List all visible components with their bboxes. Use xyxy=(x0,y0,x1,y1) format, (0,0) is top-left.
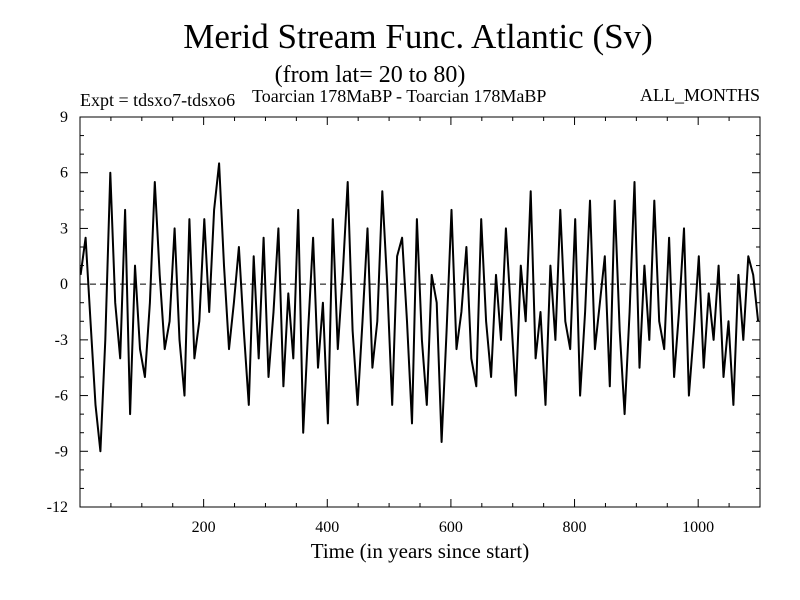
y-tick-label: -9 xyxy=(55,443,68,460)
chart-subtitle: (from lat= 20 to 80) xyxy=(275,62,466,88)
x-tick-label: 400 xyxy=(315,519,339,536)
x-tick-label: 800 xyxy=(563,519,587,536)
x-tick-label: 600 xyxy=(439,519,463,536)
series-line xyxy=(79,162,760,453)
y-tick-label: 0 xyxy=(60,276,68,293)
y-tick-label: 6 xyxy=(60,165,68,182)
y-tick-label: -6 xyxy=(55,388,68,405)
months-label: ALL_MONTHS xyxy=(640,85,760,105)
x-tick-label: 1000 xyxy=(682,519,714,536)
x-axis-label: Time (in years since start) xyxy=(311,539,530,563)
y-tick-label: 3 xyxy=(60,220,68,237)
chart-title: Merid Stream Func. Atlantic (Sv) xyxy=(183,17,653,56)
y-tick-label: 9 xyxy=(60,109,68,126)
run-label: Toarcian 178MaBP - Toarcian 178MaBP xyxy=(252,86,546,106)
y-tick-label: -3 xyxy=(55,332,68,349)
expt-label: Expt = tdsxo7-tdsxo6 xyxy=(80,90,235,110)
plot-area: -12 -9 -6 -3 0 3 6 9 200 400 600 800 1000 xyxy=(47,109,761,536)
x-tick-label: 200 xyxy=(192,519,216,536)
y-tick-label: -12 xyxy=(47,499,68,516)
